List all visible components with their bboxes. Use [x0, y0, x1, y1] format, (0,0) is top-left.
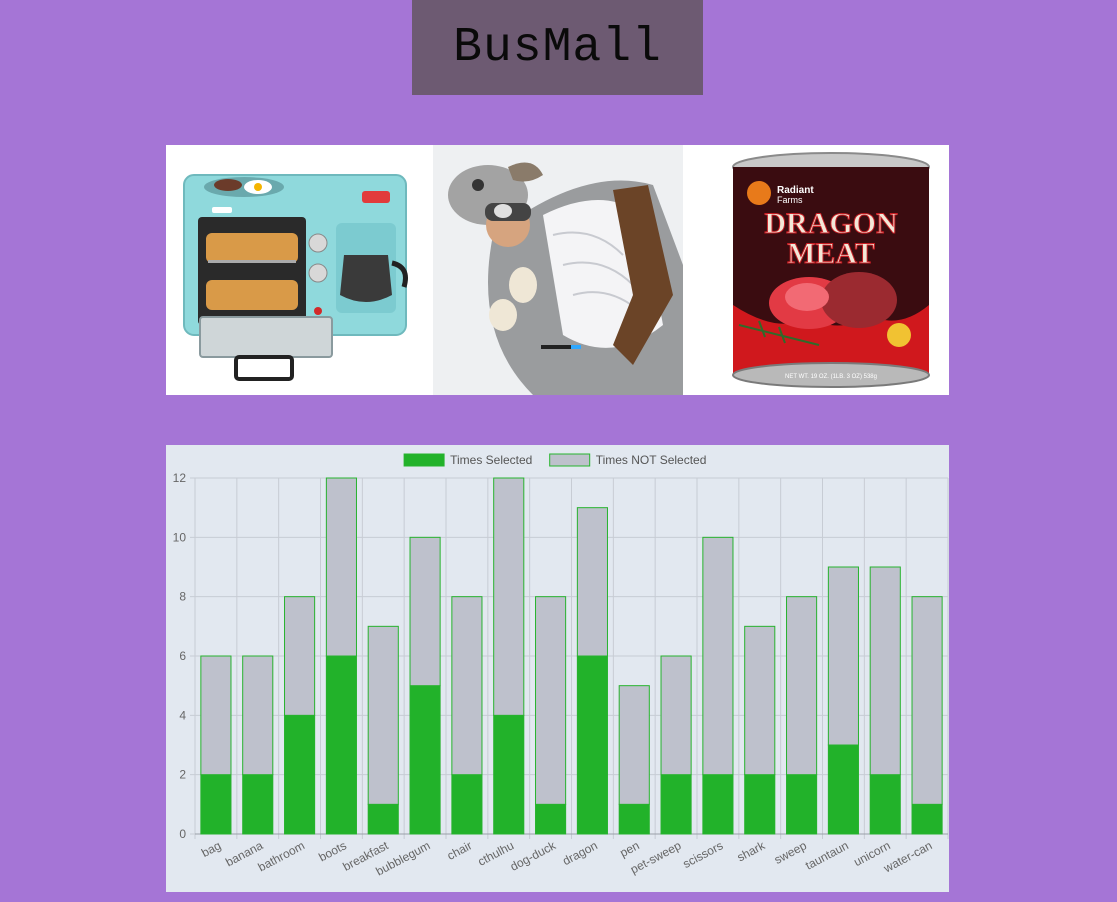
- x-tick-label: pen: [617, 838, 641, 860]
- bar-times-selected-shark[interactable]: [744, 774, 776, 835]
- y-tick-label: 0: [179, 827, 186, 841]
- bar-times-selected-dragon[interactable]: [576, 655, 608, 835]
- bar-times-selected-bag[interactable]: [200, 774, 232, 835]
- bar-times-selected-pen[interactable]: [618, 803, 650, 835]
- x-tick-label: chair: [445, 838, 475, 863]
- bar-times-not-selected-bubblegum[interactable]: [409, 536, 441, 687]
- y-tick-label: 2: [179, 768, 186, 782]
- dragon-can-net-weight: NET WT. 19 OZ. (1LB. 3 OZ) 538g: [785, 374, 877, 380]
- bar-times-not-selected-breakfast[interactable]: [367, 625, 399, 805]
- dragon-can-brand-line-1: Radiant: [777, 185, 814, 196]
- bar-times-selected-cthulhu[interactable]: [493, 714, 525, 835]
- bar-times-not-selected-bathroom[interactable]: [284, 596, 316, 716]
- y-tick-label: 6: [179, 649, 186, 663]
- bar-times-selected-bathroom[interactable]: [284, 714, 316, 835]
- bar-times-not-selected-shark[interactable]: [744, 625, 776, 776]
- bar-times-not-selected-pet-sweep[interactable]: [660, 655, 692, 776]
- legend-swatch[interactable]: [403, 453, 445, 467]
- bar-times-selected-boots[interactable]: [325, 655, 357, 835]
- bar-times-not-selected-water-can[interactable]: [911, 596, 943, 805]
- x-tick-label: dragon: [560, 838, 600, 868]
- bar-times-selected-pet-sweep[interactable]: [660, 774, 692, 835]
- chart-bars: [200, 477, 943, 835]
- x-tick-label: shark: [735, 838, 768, 865]
- chart-legend: Times Selected Times NOT Selected: [403, 453, 707, 467]
- bar-times-selected-tauntaun[interactable]: [827, 744, 859, 835]
- bar-times-not-selected-boots[interactable]: [325, 477, 357, 657]
- bar-times-not-selected-tauntaun[interactable]: [827, 566, 859, 746]
- dragon-can-word-2: MEAT: [787, 237, 875, 270]
- bar-times-not-selected-banana[interactable]: [242, 655, 274, 776]
- chart-gridlines: [190, 477, 949, 839]
- y-tick-label: 12: [173, 471, 187, 485]
- bar-times-not-selected-pen[interactable]: [618, 685, 650, 805]
- x-tick-label: bag: [199, 838, 223, 860]
- page-title: BusMall: [453, 20, 662, 75]
- bar-times-not-selected-unicorn[interactable]: [869, 566, 901, 776]
- dragon-can-brand-line-2: Farms: [777, 195, 803, 205]
- chart-y-axis: 0 2 4 6 8 10 12: [173, 471, 187, 841]
- legend-label[interactable]: Times NOT Selected: [596, 453, 707, 467]
- bar-times-selected-breakfast[interactable]: [367, 803, 399, 835]
- bar-times-not-selected-dragon[interactable]: [576, 507, 608, 657]
- results-chart: 0 2 4 6 8 10 12 bag banana bathroom boots breakfas…: [166, 445, 949, 892]
- product-image-breakfast[interactable]: [166, 145, 416, 395]
- product-image-row: Radiant Farms DRAGON MEAT NET WT. 19 OZ.…: [166, 145, 949, 395]
- bar-times-not-selected-sweep[interactable]: [786, 596, 818, 776]
- bar-times-selected-sweep[interactable]: [786, 774, 818, 835]
- x-tick-label: tauntaun: [803, 838, 851, 872]
- product-image-dragon[interactable]: Radiant Farms DRAGON MEAT NET WT. 19 OZ.…: [699, 145, 949, 395]
- bar-times-selected-chair[interactable]: [451, 774, 483, 835]
- y-tick-label: 8: [179, 590, 186, 604]
- breakfast-toaster-image: [166, 145, 416, 395]
- bar-times-not-selected-chair[interactable]: [451, 596, 483, 776]
- dragon-can-word-1: DRAGON: [764, 207, 898, 240]
- page-header: BusMall: [412, 0, 703, 95]
- dragon-meat-can-image: Radiant Farms DRAGON MEAT NET WT. 19 OZ.…: [699, 145, 949, 395]
- product-image-tauntaun[interactable]: [432, 145, 683, 395]
- x-tick-label: scissors: [680, 838, 725, 871]
- bar-times-selected-scissors[interactable]: [702, 774, 734, 835]
- bar-times-selected-water-can[interactable]: [911, 803, 943, 835]
- x-tick-label: bathroom: [256, 838, 307, 874]
- bar-times-selected-unicorn[interactable]: [869, 774, 901, 835]
- y-tick-label: 4: [179, 708, 186, 722]
- bar-times-not-selected-cthulhu[interactable]: [493, 477, 525, 716]
- y-tick-label: 10: [173, 530, 187, 544]
- bar-times-not-selected-bag[interactable]: [200, 655, 232, 776]
- bar-times-not-selected-scissors[interactable]: [702, 536, 734, 776]
- x-tick-label: dog-duck: [508, 838, 559, 874]
- tauntaun-sleeping-bag-image: [432, 145, 683, 395]
- bar-times-selected-banana[interactable]: [242, 774, 274, 835]
- bar-times-selected-dog-duck[interactable]: [535, 803, 567, 835]
- bar-times-selected-bubblegum[interactable]: [409, 685, 441, 835]
- legend-label[interactable]: Times Selected: [450, 453, 532, 467]
- legend-swatch[interactable]: [549, 453, 591, 467]
- bar-times-not-selected-dog-duck[interactable]: [535, 596, 567, 805]
